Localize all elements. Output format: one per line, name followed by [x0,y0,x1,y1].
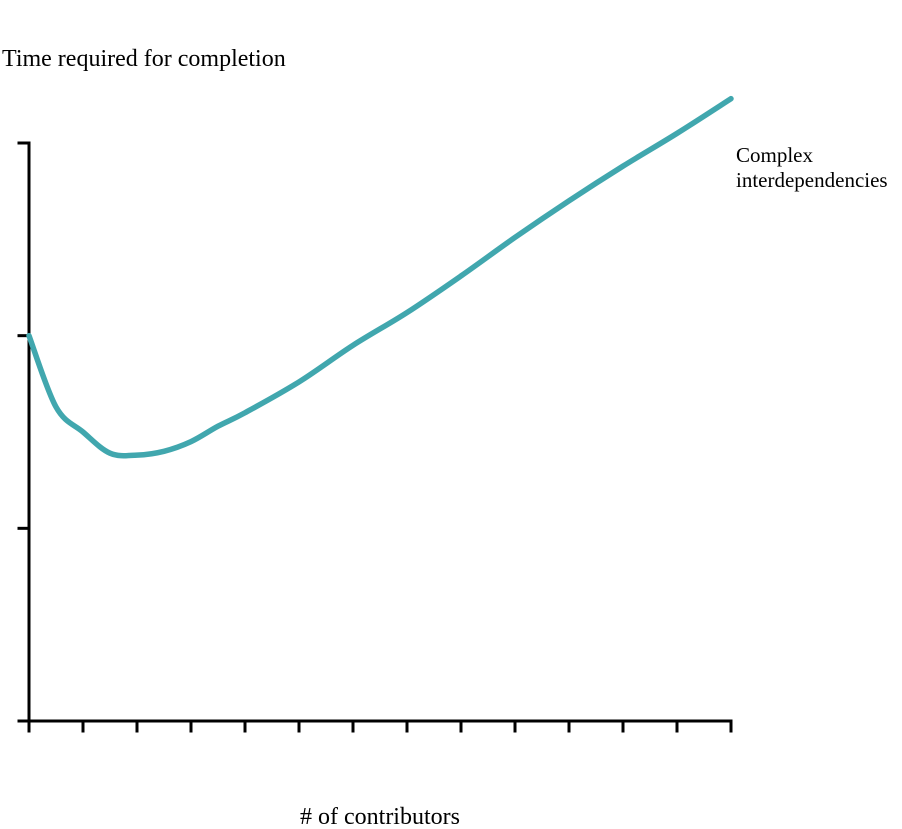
axes [17,141,733,733]
series-layer [26,95,734,459]
series-label-line-1: Complex [736,143,813,167]
series-line [26,95,734,459]
x-axis-label: # of contributors [300,804,460,829]
y-axis-label: Time required for completion [2,46,286,72]
series-label-line-2: interdependencies [736,168,888,192]
